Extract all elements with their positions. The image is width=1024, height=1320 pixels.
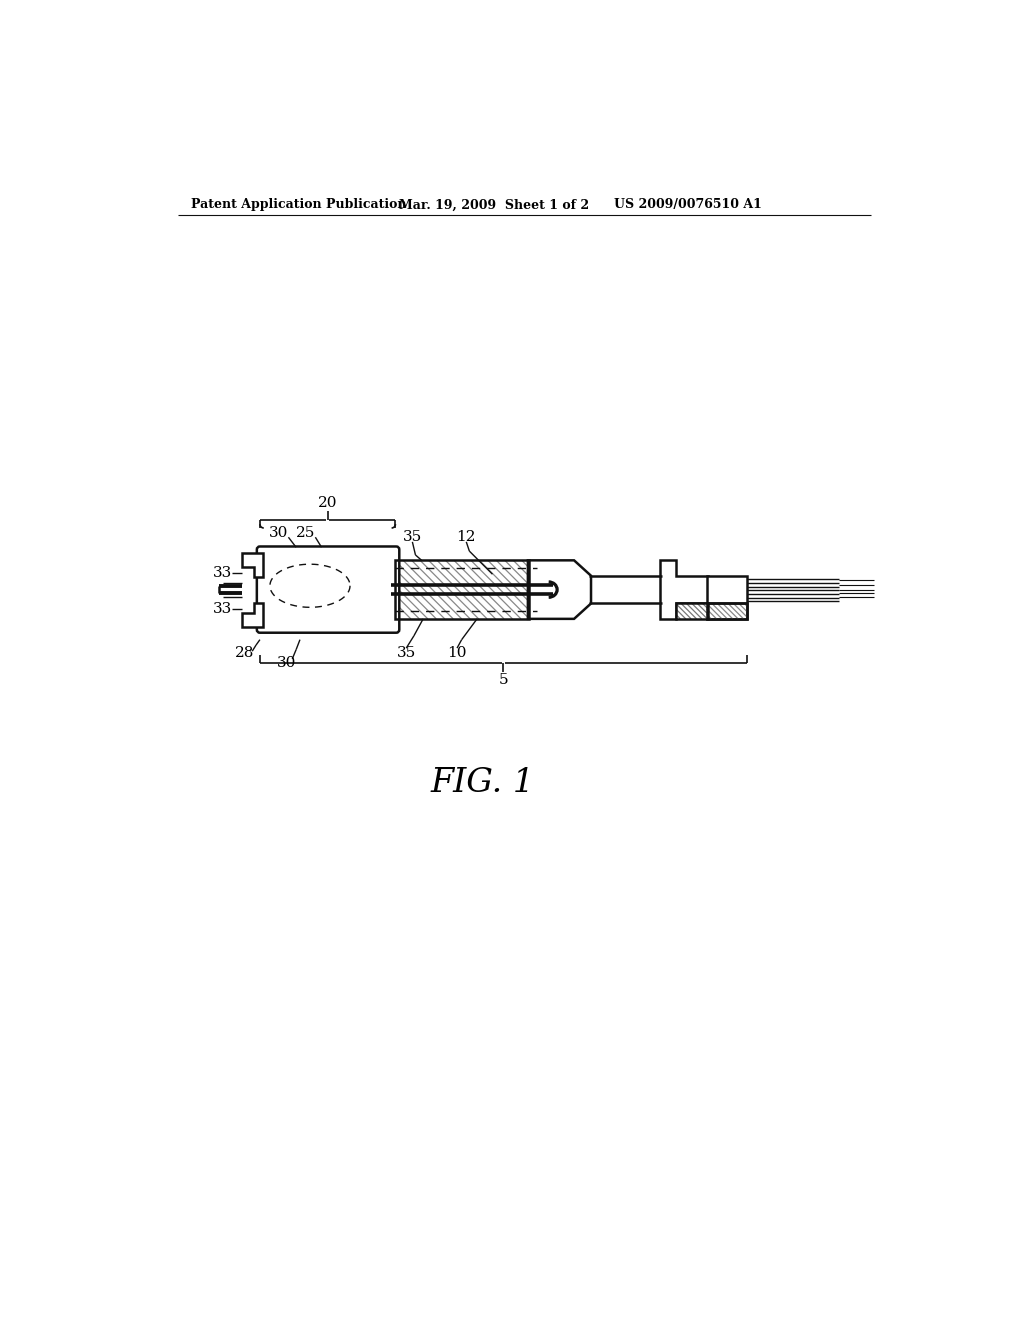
Text: 30: 30 [276, 656, 296, 669]
Polygon shape [528, 560, 591, 619]
Text: 20: 20 [317, 496, 338, 511]
Text: Patent Application Publication: Patent Application Publication [190, 198, 407, 211]
Text: 35: 35 [396, 645, 416, 660]
Text: Mar. 19, 2009  Sheet 1 of 2: Mar. 19, 2009 Sheet 1 of 2 [398, 198, 589, 211]
Text: 10: 10 [447, 645, 467, 660]
Text: 25: 25 [296, 525, 315, 540]
Text: US 2009/0076510 A1: US 2009/0076510 A1 [614, 198, 762, 211]
Polygon shape [243, 603, 263, 627]
Polygon shape [243, 553, 263, 577]
FancyBboxPatch shape [257, 546, 399, 632]
Bar [394, 560, 529, 619]
Text: 5: 5 [499, 673, 508, 686]
Text: 33: 33 [213, 566, 232, 579]
Bar [676, 603, 708, 619]
Text: FIG. 1: FIG. 1 [431, 767, 535, 799]
Bar [707, 603, 746, 619]
Text: 35: 35 [402, 531, 422, 544]
Polygon shape [660, 560, 708, 619]
Bar [394, 560, 529, 619]
Text: 28: 28 [234, 645, 254, 660]
Bar [676, 603, 708, 619]
Bar [707, 576, 746, 619]
Text: 30: 30 [268, 525, 288, 540]
Text: 12: 12 [457, 531, 476, 544]
Text: 33: 33 [213, 602, 232, 616]
